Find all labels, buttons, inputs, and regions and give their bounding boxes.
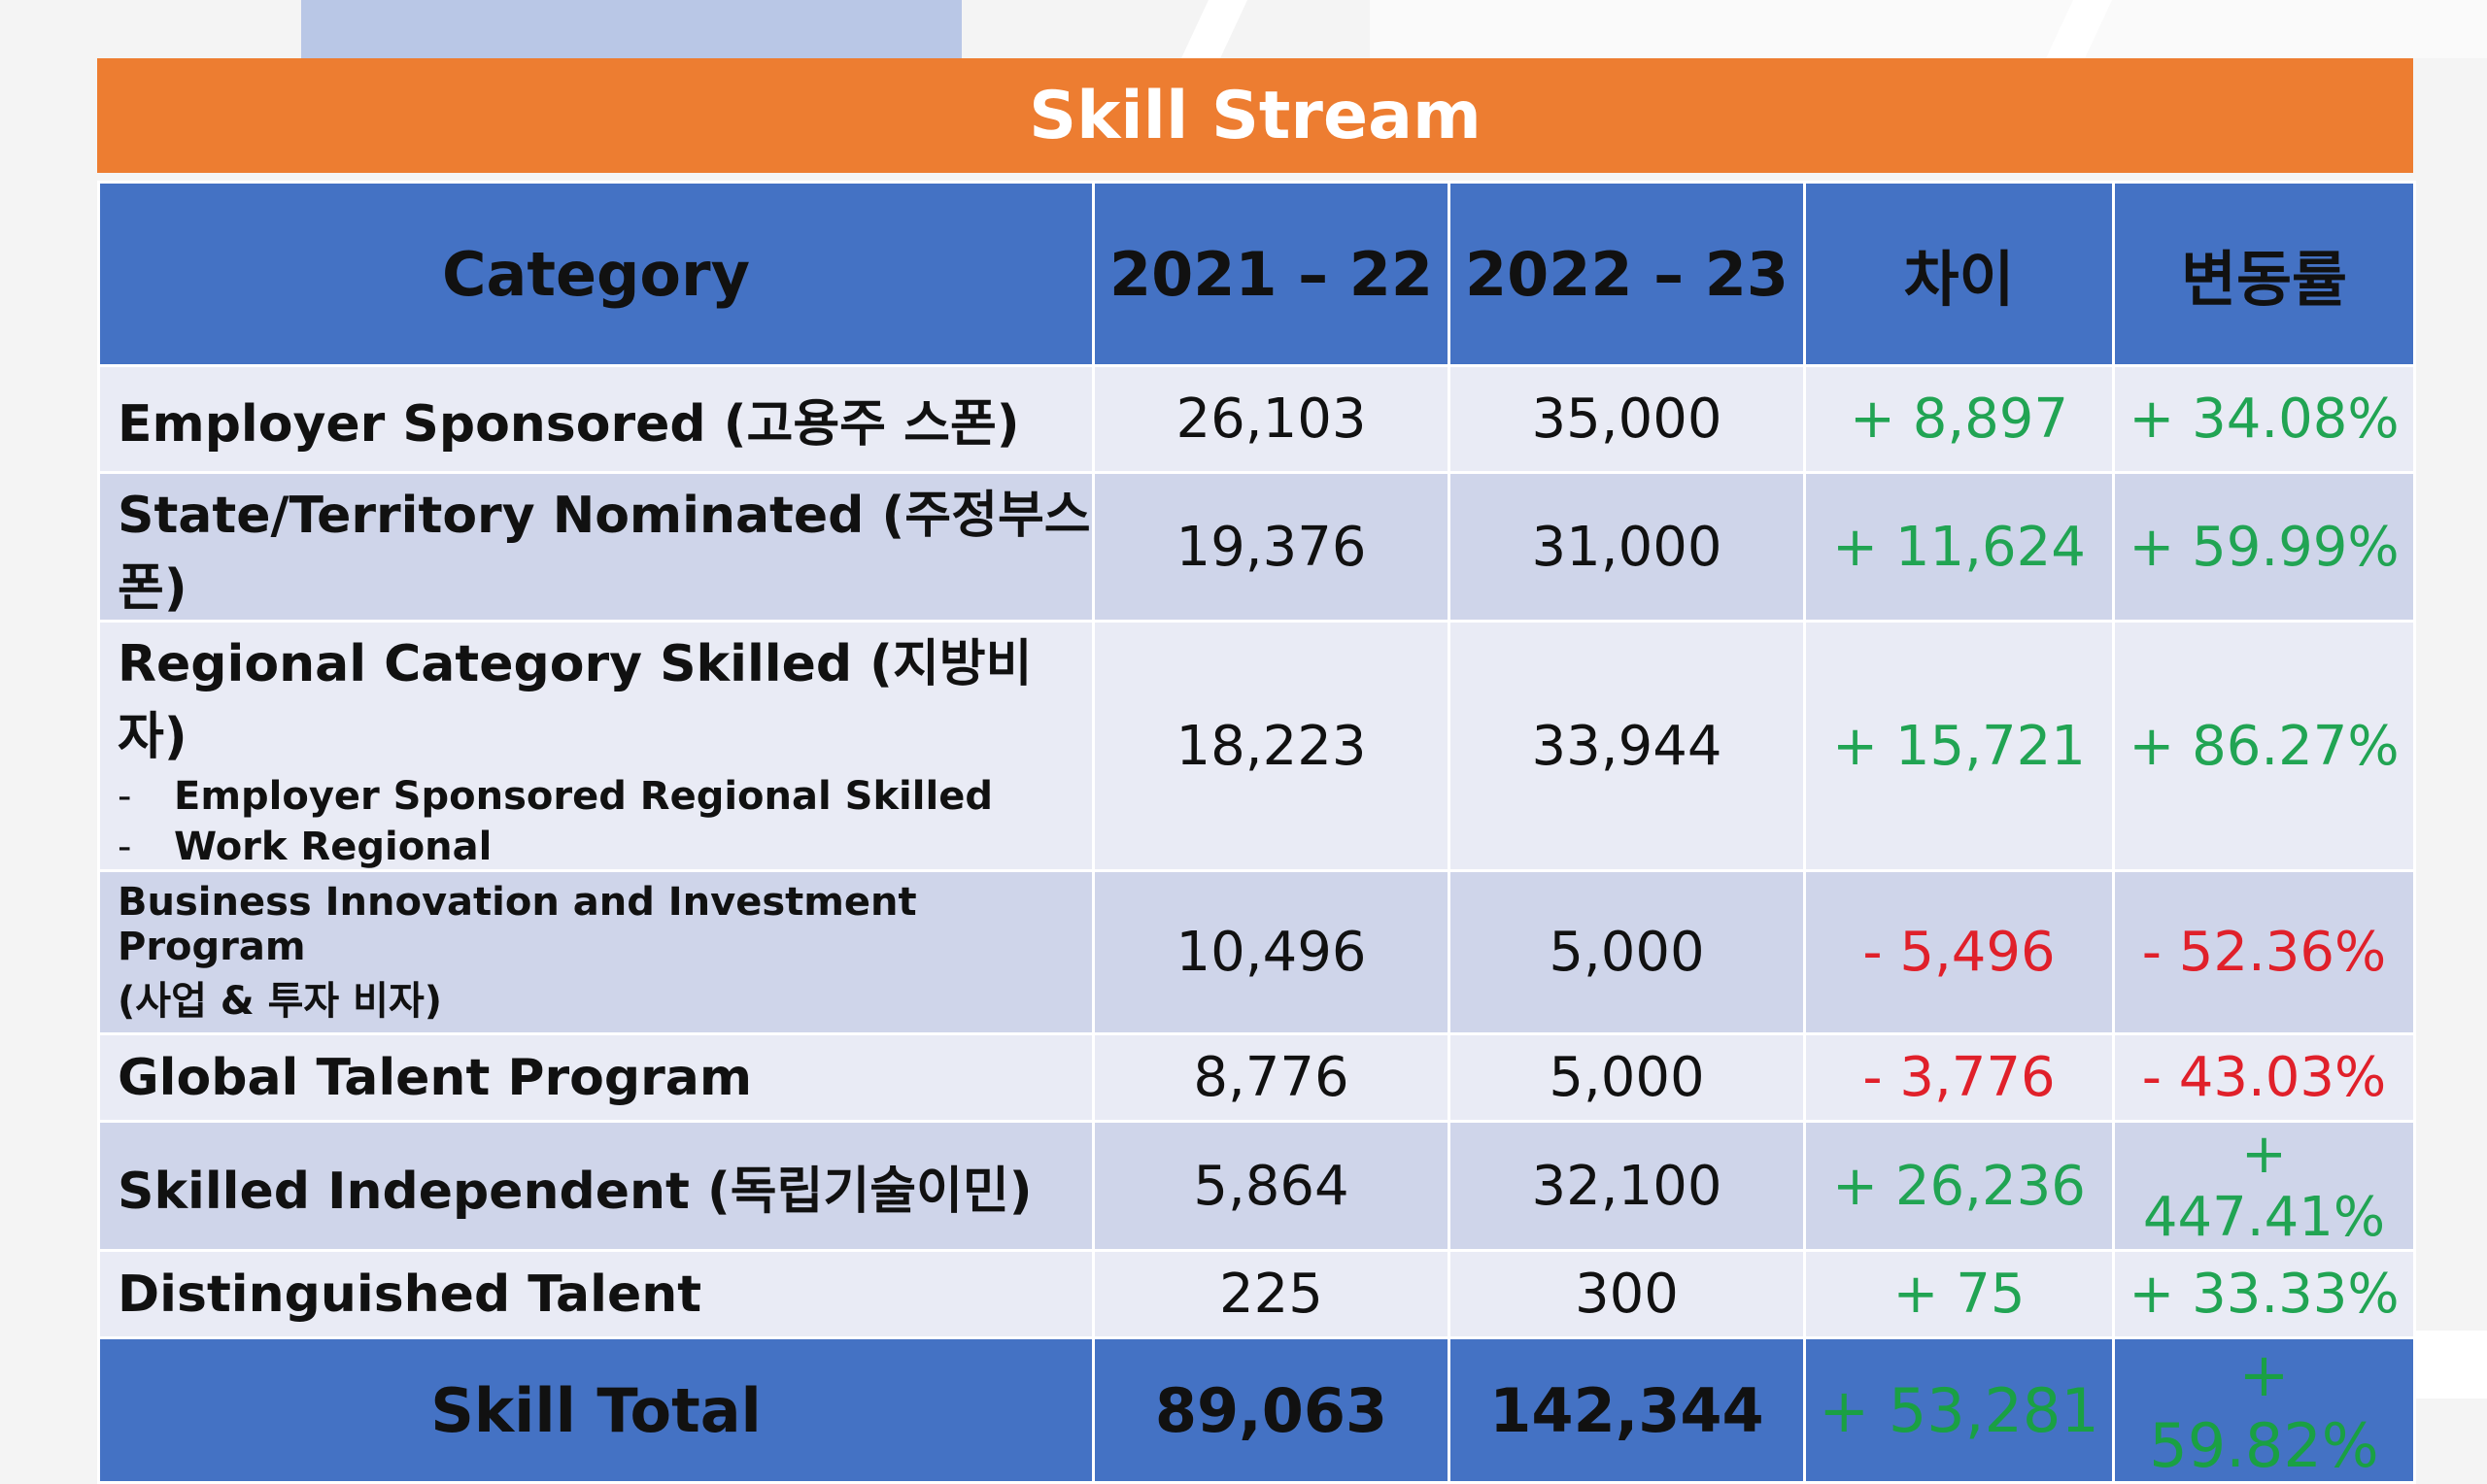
category-cell: Distinguished Talent [97,1249,1095,1339]
column-header-category: Category [97,181,1095,367]
column-header-2021-22: 2021 – 22 [1092,181,1450,367]
category-cell: Skilled Independent (독립기술이민) [97,1120,1095,1252]
page-title: Skill Stream [1029,77,1482,154]
change-rate-cell: - 43.03% [2112,1032,2416,1123]
list-dash: - [118,774,132,819]
total-difference: + 53,281 [1803,1336,2115,1484]
category-cell: Global Talent Program [97,1032,1095,1123]
difference-cell: + 11,624 [1803,471,2115,623]
value-2021-22: 5,864 [1092,1120,1450,1252]
value-2022-23: 31,000 [1448,471,1806,623]
category-cell: Employer Sponsored (고용주 스폰) [97,364,1095,474]
title-banner: Skill Stream [97,58,2413,173]
difference-cell: - 3,776 [1803,1032,2115,1123]
change-rate-cell: + 34.08% [2112,364,2416,474]
total-row: Skill Total 89,063 142,344 + 53,281 + 59… [97,1336,2416,1484]
total-change-rate: + 59.82% [2112,1336,2416,1484]
change-rate-cell: - 52.36% [2112,869,2416,1035]
column-header-change-rate: 변동률 [2112,181,2416,367]
skill-stream-table: Category 2021 – 22 2022 – 23 차이 변동률 Empl… [97,181,2416,1484]
table-row: Employer Sponsored (고용주 스폰) 26,103 35,00… [97,364,2416,474]
change-rate-cell: + 33.33% [2112,1249,2416,1339]
decorative-slash [1181,0,1247,58]
value-2022-23: 35,000 [1448,364,1806,474]
sub-category-label: Work Regional [174,825,493,869]
difference-cell: - 5,496 [1803,869,2115,1035]
value-2021-22: 10,496 [1092,869,1450,1035]
total-2022-23: 142,344 [1448,1336,1806,1484]
value-2021-22: 8,776 [1092,1032,1450,1123]
total-2021-22: 89,063 [1092,1336,1450,1484]
value-2021-22: 26,103 [1092,364,1450,474]
category-title: Business Innovation and Investment Progr… [118,879,917,969]
background-panel-top [1370,0,2487,58]
value-2021-22: 225 [1092,1249,1450,1339]
decorative-bar-top [301,0,962,58]
sub-category-label: Employer Sponsored Regional Skilled [174,774,993,819]
table-row: Regional Category Skilled (지방비자) - Employ… [97,620,2416,872]
column-header-difference: 차이 [1803,181,2115,367]
category-title: Regional Category Skilled (지방비자) [118,635,1033,766]
sub-category-item: - Work Regional [118,825,1092,869]
table-row: Skilled Independent (독립기술이민) 5,864 32,10… [97,1120,2416,1252]
value-2022-23: 300 [1448,1249,1806,1339]
table-header-row: Category 2021 – 22 2022 – 23 차이 변동률 [97,181,2416,367]
difference-cell: + 75 [1803,1249,2115,1339]
category-cell: Regional Category Skilled (지방비자) - Employ… [97,620,1095,872]
change-rate-cell: + 86.27% [2112,620,2416,872]
table-row: State/Territory Nominated (주정부스폰) 19,376… [97,471,2416,623]
change-rate-cell: + 447.41% [2112,1120,2416,1252]
sub-category-item: - Employer Sponsored Regional Skilled [118,774,1092,819]
value-2021-22: 19,376 [1092,471,1450,623]
difference-cell: + 26,236 [1803,1120,2115,1252]
category-subtitle: (사업 & 투자 비자) [118,978,443,1024]
category-cell: Business Innovation and Investment Progr… [97,869,1095,1035]
value-2022-23: 32,100 [1448,1120,1806,1252]
value-2022-23: 5,000 [1448,869,1806,1035]
table-row: Business Innovation and Investment Progr… [97,869,2416,1035]
difference-cell: + 15,721 [1803,620,2115,872]
column-header-2022-23: 2022 – 23 [1448,181,1806,367]
value-2022-23: 5,000 [1448,1032,1806,1123]
value-2022-23: 33,944 [1448,620,1806,872]
total-label: Skill Total [97,1336,1095,1484]
category-cell: State/Territory Nominated (주정부스폰) [97,471,1095,623]
value-2021-22: 18,223 [1092,620,1450,872]
change-rate-cell: + 59.99% [2112,471,2416,623]
difference-cell: + 8,897 [1803,364,2115,474]
table-row: Distinguished Talent 225 300 + 75 + 33.3… [97,1249,2416,1339]
list-dash: - [118,825,132,869]
table-row: Global Talent Program 8,776 5,000 - 3,77… [97,1032,2416,1123]
